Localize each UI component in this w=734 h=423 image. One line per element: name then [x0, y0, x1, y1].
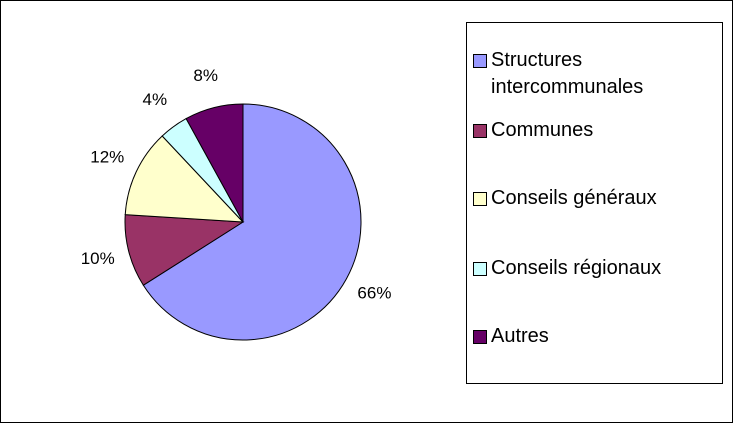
legend-item: Autres: [473, 323, 713, 350]
data-label: 4%: [143, 90, 168, 109]
legend-swatch: [473, 330, 487, 344]
legend-label: Structures intercommunales: [491, 49, 644, 98]
legend-item: Conseils régionaux: [473, 255, 713, 282]
data-label: 8%: [193, 66, 218, 85]
pie-slice: [142, 103, 362, 341]
legend-label: Autres: [491, 325, 549, 347]
legend-label: Conseils régionaux: [491, 257, 662, 279]
data-label: 12%: [90, 148, 124, 167]
legend-item: Structures intercommunales: [473, 47, 713, 101]
legend-swatch: [473, 54, 487, 68]
data-label: 66%: [357, 284, 391, 303]
legend-swatch: [473, 192, 487, 206]
pie-slice: [124, 135, 245, 223]
legend-item: Conseils généraux: [473, 185, 713, 212]
data-label: 10%: [81, 249, 115, 268]
legend-label: Conseils généraux: [491, 187, 657, 209]
legend-item: Communes: [473, 117, 713, 144]
legend-box: [466, 22, 723, 384]
pie-slice: [124, 214, 245, 286]
legend-swatch: [473, 124, 487, 138]
legend-swatch: [473, 262, 487, 276]
legend-label: Communes: [491, 119, 594, 141]
pie-slice: [185, 103, 244, 223]
